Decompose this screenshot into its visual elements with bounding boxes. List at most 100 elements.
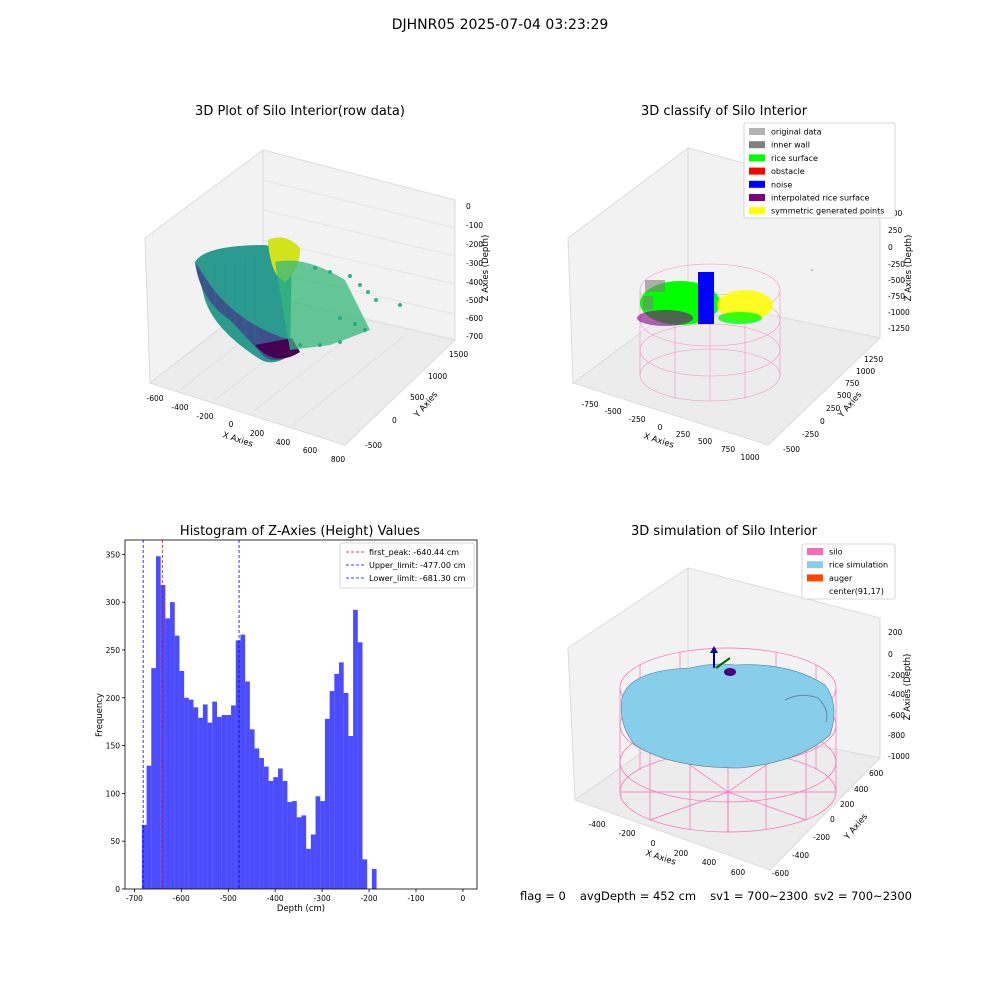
classify-ztick: -750 (888, 292, 905, 301)
hist-bar (320, 801, 325, 889)
classify-legend-label: obstacle (771, 167, 805, 176)
simulation-y-label: Y Axies (842, 812, 870, 843)
figure-suptitle: DJHNR05 2025-07-04 03:23:29 (391, 17, 609, 33)
classify-xtick: 500 (698, 437, 713, 446)
raw-xtick: -400 (171, 403, 188, 412)
raw-ytick: 0 (392, 416, 397, 425)
classify-legend-label: symmetric generated points (771, 207, 884, 216)
hist-bar (339, 662, 344, 889)
hist-ytick-label: 300 (106, 598, 121, 607)
classify-ytick: 250 (826, 404, 841, 413)
classify-plot-title: 3D classify of Silo Interior (640, 104, 808, 119)
hist-ytick-label: 350 (106, 550, 121, 559)
hist-xtick-label: -100 (407, 894, 424, 903)
simulation-legend-swatch (807, 561, 823, 569)
classify-z-label: Z Axies (Depth) (904, 235, 914, 302)
simulation-legend-swatch (807, 548, 823, 555)
classify-legend-swatch (749, 128, 765, 135)
hist-bar (357, 642, 363, 889)
simulation-xtick: 400 (702, 858, 717, 867)
simulation-rice-surface (621, 663, 835, 769)
simulation-ytick: 600 (869, 769, 884, 778)
hist-legend: first_peak: -640.44 cm Upper_limit: -477.… (339, 542, 475, 589)
simulation-3d-plot: -400 -200 0 200 400 600 X Axies -600 -40… (567, 543, 913, 878)
hist-legend-label: Upper_limit: -477.00 cm (369, 561, 466, 570)
hist-y-ticks: 0 50 100 150 200 250 300 350 (106, 550, 125, 894)
raw-ztick: -600 (466, 314, 483, 323)
classify-ytick: 0 (820, 417, 825, 426)
raw-xtick: -600 (146, 394, 163, 403)
hist-bar (348, 736, 354, 889)
hist-bar (146, 765, 152, 889)
simulation-xtick: -200 (618, 829, 635, 838)
classify-legend-label: interpolated rice surface (771, 194, 869, 203)
simulation-legend-label: rice simulation (829, 561, 888, 570)
classify-ztick: -1000 (888, 308, 910, 317)
classify-points (637, 269, 813, 326)
simulation-legend-label: silo (829, 548, 843, 557)
hist-xtick-label: -400 (267, 894, 284, 903)
hist-bar (235, 640, 241, 889)
classify-ztick: -250 (888, 260, 905, 269)
raw-xtick: 800 (331, 455, 346, 464)
hist-bar (231, 705, 236, 889)
simulation-ytick: 400 (854, 785, 869, 794)
classify-ztick: 0 (888, 243, 893, 252)
hist-vlines (142, 540, 240, 889)
classify-legend-label: rice surface (771, 154, 818, 163)
raw-ztick: -500 (466, 296, 483, 305)
hist-bar (353, 609, 358, 889)
hist-bar (202, 704, 208, 889)
hist-bar (273, 777, 279, 889)
raw-xtick: 200 (250, 429, 265, 438)
hist-bar (343, 692, 349, 889)
hist-bar (371, 868, 377, 889)
raw-ztick: -200 (466, 240, 483, 249)
classify-ztick: -500 (888, 276, 905, 285)
histogram-chart: -700 -600 -500 -400 -300 -200 -100 0 0 50 100 150 2… (95, 539, 478, 914)
hist-bar (184, 697, 189, 889)
hist-bar (315, 796, 321, 889)
hist-bar (179, 670, 185, 889)
simulation-legend-label: center(91,17) (829, 587, 884, 596)
simulation-y-ticks: -600 -400 -200 0 200 400 600 (772, 769, 884, 878)
classify-xtick: 1000 (740, 453, 759, 462)
hist-xtick-label: -500 (220, 894, 237, 903)
hist-bar (263, 766, 269, 889)
simulation-xtick: 600 (731, 868, 746, 877)
raw-3d-surface (195, 237, 402, 363)
hist-bar (362, 859, 368, 889)
raw-3d-plot: -600 -400 -200 0 200 400 600 800 X Axies… (144, 149, 491, 464)
simulation-xtick: 0 (651, 839, 656, 848)
hist-title: Histogram of Z-Axies (Height) Values (179, 524, 421, 539)
hist-bar (329, 691, 335, 889)
classify-ytick: 1250 (864, 355, 883, 364)
hist-bar (259, 758, 264, 889)
hist-bar (287, 801, 293, 889)
simulation-legend-swatch (807, 587, 823, 595)
hist-bar (292, 801, 297, 889)
hist-bar (170, 602, 175, 889)
raw-ytick: 500 (410, 393, 425, 402)
hist-bar (282, 780, 288, 889)
hist-bar (198, 717, 203, 889)
classify-xtick: 0 (658, 423, 663, 432)
raw-ytick: -500 (365, 441, 382, 450)
hist-bar (306, 848, 311, 889)
simulation-ytick: 200 (840, 800, 855, 809)
classify-legend-swatch (749, 180, 765, 188)
raw-ztick: -400 (466, 278, 483, 287)
simulation-z-label: Z Axies (Depth) (903, 654, 913, 721)
classify-xtick: -250 (628, 415, 645, 424)
raw-z-ticks: 0 -100 -200 -300 -400 -500 -600 -700 (466, 202, 483, 341)
hist-bar (334, 673, 340, 889)
hist-bar (240, 634, 246, 889)
simulation-ztick: -200 (888, 671, 905, 680)
hist-bar (165, 618, 171, 889)
classify-xtick: -750 (581, 400, 598, 409)
hist-bar (141, 824, 147, 889)
hist-x-label: Depth (cm) (277, 904, 325, 914)
hist-bar (301, 815, 307, 889)
classify-xtick: 250 (676, 430, 691, 439)
classify-legend-swatch (749, 207, 765, 215)
